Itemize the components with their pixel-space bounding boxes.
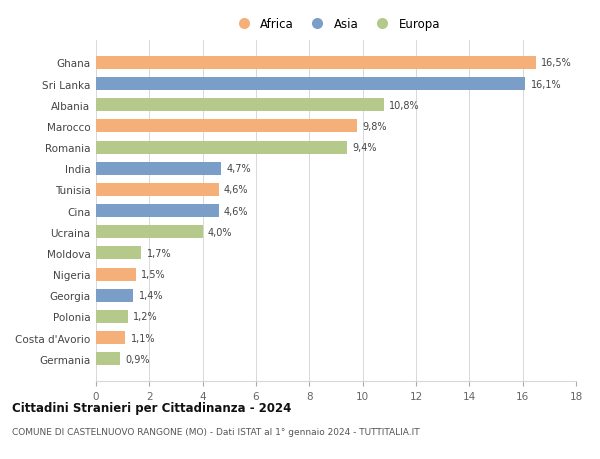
Bar	[96, 310, 128, 323]
Legend: Africa, Asia, Europa: Africa, Asia, Europa	[227, 13, 445, 36]
Text: Cittadini Stranieri per Cittadinanza - 2024: Cittadini Stranieri per Cittadinanza - 2…	[12, 401, 292, 414]
Text: COMUNE DI CASTELNUOVO RANGONE (MO) - Dati ISTAT al 1° gennaio 2024 - TUTTITALIA.: COMUNE DI CASTELNUOVO RANGONE (MO) - Dat…	[12, 427, 419, 436]
Bar	[96, 78, 526, 91]
Bar	[96, 184, 218, 196]
Text: 1,7%: 1,7%	[146, 248, 171, 258]
Bar	[96, 226, 203, 239]
Text: 16,5%: 16,5%	[541, 58, 572, 68]
Bar	[96, 268, 136, 281]
Text: 4,6%: 4,6%	[224, 206, 248, 216]
Bar	[96, 205, 218, 218]
Bar	[96, 289, 133, 302]
Bar	[96, 57, 536, 70]
Bar	[96, 120, 358, 133]
Bar	[96, 331, 125, 344]
Bar	[96, 247, 142, 260]
Bar	[96, 99, 384, 112]
Bar	[96, 353, 120, 365]
Bar	[96, 162, 221, 175]
Text: 9,4%: 9,4%	[352, 143, 377, 153]
Text: 9,8%: 9,8%	[362, 122, 387, 132]
Text: 1,1%: 1,1%	[131, 333, 155, 343]
Text: 0,9%: 0,9%	[125, 354, 150, 364]
Text: 4,0%: 4,0%	[208, 227, 233, 237]
Text: 10,8%: 10,8%	[389, 101, 420, 111]
Text: 1,2%: 1,2%	[133, 312, 158, 322]
Text: 4,7%: 4,7%	[227, 164, 251, 174]
Text: 4,6%: 4,6%	[224, 185, 248, 195]
Bar	[96, 141, 347, 154]
Text: 1,5%: 1,5%	[142, 269, 166, 280]
Text: 1,4%: 1,4%	[139, 291, 163, 301]
Text: 16,1%: 16,1%	[530, 79, 561, 90]
